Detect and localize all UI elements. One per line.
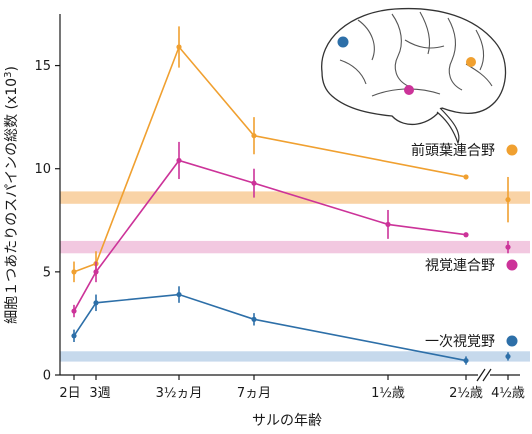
data-point-1-1: [93, 269, 99, 275]
data-point-0-4: [463, 174, 469, 180]
axes: [59, 14, 520, 382]
legend-label-1: 視覚連合野: [425, 258, 495, 274]
x-tick-label-1: 3週: [89, 386, 110, 401]
series-group: [71, 26, 511, 365]
data-point-1-0: [71, 308, 77, 314]
y-axis-title: 細胞１つあたりのスパインの総数 (x103): [3, 66, 21, 324]
y-ticks: 0 5 10 15: [34, 59, 60, 384]
x-axis-title: サルの年齢: [252, 413, 322, 429]
series-line-2: [73, 293, 467, 362]
x-ticks: 2日 3週 3½ヵ月 7ヵ月 1½歳 2½歳 4½歳: [59, 375, 525, 401]
brain-illustration: [321, 7, 507, 145]
data-point-2-5: [505, 353, 511, 360]
series-2: [71, 286, 511, 365]
data-point-2-3: [251, 316, 257, 322]
data-point-0-3: [251, 133, 257, 139]
band-1: [60, 240, 530, 254]
series-1: [71, 141, 511, 318]
data-point-0-2: [176, 44, 182, 50]
y-tick-label-1: 5: [43, 265, 51, 280]
visual-association-marker: [404, 85, 414, 95]
prefrontal-marker: [337, 36, 349, 48]
x-tick-label-5: 2½歳: [449, 386, 483, 401]
adult-range-bands: [60, 191, 530, 362]
x-tick-label-6: 4½歳: [491, 386, 525, 401]
data-point-2-1: [93, 300, 99, 306]
data-point-1-5: [463, 232, 469, 238]
data-point-1-2: [176, 157, 182, 164]
legend-label-0: 前頭葉連合野: [411, 142, 495, 159]
axis-break-mark-2: [482, 368, 492, 382]
data-point-2-4: [463, 357, 469, 364]
legend-marker-1: [506, 259, 518, 271]
x-tick-label-3: 7ヵ月: [237, 386, 271, 401]
series-line-1: [73, 159, 467, 312]
x-tick-label-0: 2日: [59, 386, 80, 401]
data-point-1-3: [251, 180, 257, 186]
data-point-0-5: [505, 197, 511, 203]
primary-visual-marker: [466, 57, 476, 67]
legend-label-2: 一次視覚野: [425, 334, 495, 350]
x-tick-label-2: 3½ヵ月: [156, 386, 203, 401]
data-point-0-0: [71, 269, 77, 275]
x-tick-label-4: 1½歳: [371, 386, 405, 401]
legend-marker-0: [506, 144, 518, 156]
axis-break-mark-1: [476, 368, 486, 382]
data-point-2-0: [71, 333, 77, 339]
data-point-1-4: [385, 221, 391, 228]
y-tick-label-2: 10: [34, 162, 51, 177]
legend-marker-2: [506, 335, 518, 347]
data-point-2-2: [176, 291, 182, 298]
data-point-1-6: [505, 244, 511, 250]
y-tick-label-0: 0: [43, 369, 51, 384]
band-2: [60, 351, 530, 362]
band-0: [60, 191, 530, 204]
y-tick-label-3: 15: [34, 59, 51, 74]
